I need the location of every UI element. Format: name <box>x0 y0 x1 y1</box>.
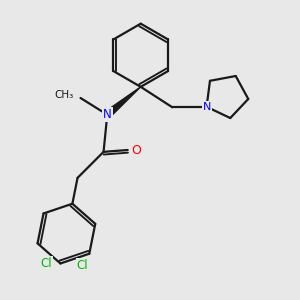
Text: O: O <box>131 143 141 157</box>
Text: N: N <box>103 108 112 121</box>
Text: CH₃: CH₃ <box>55 90 74 100</box>
Text: Cl: Cl <box>77 259 88 272</box>
Polygon shape <box>105 87 141 118</box>
Text: N: N <box>202 102 211 112</box>
Text: Cl: Cl <box>40 257 52 270</box>
